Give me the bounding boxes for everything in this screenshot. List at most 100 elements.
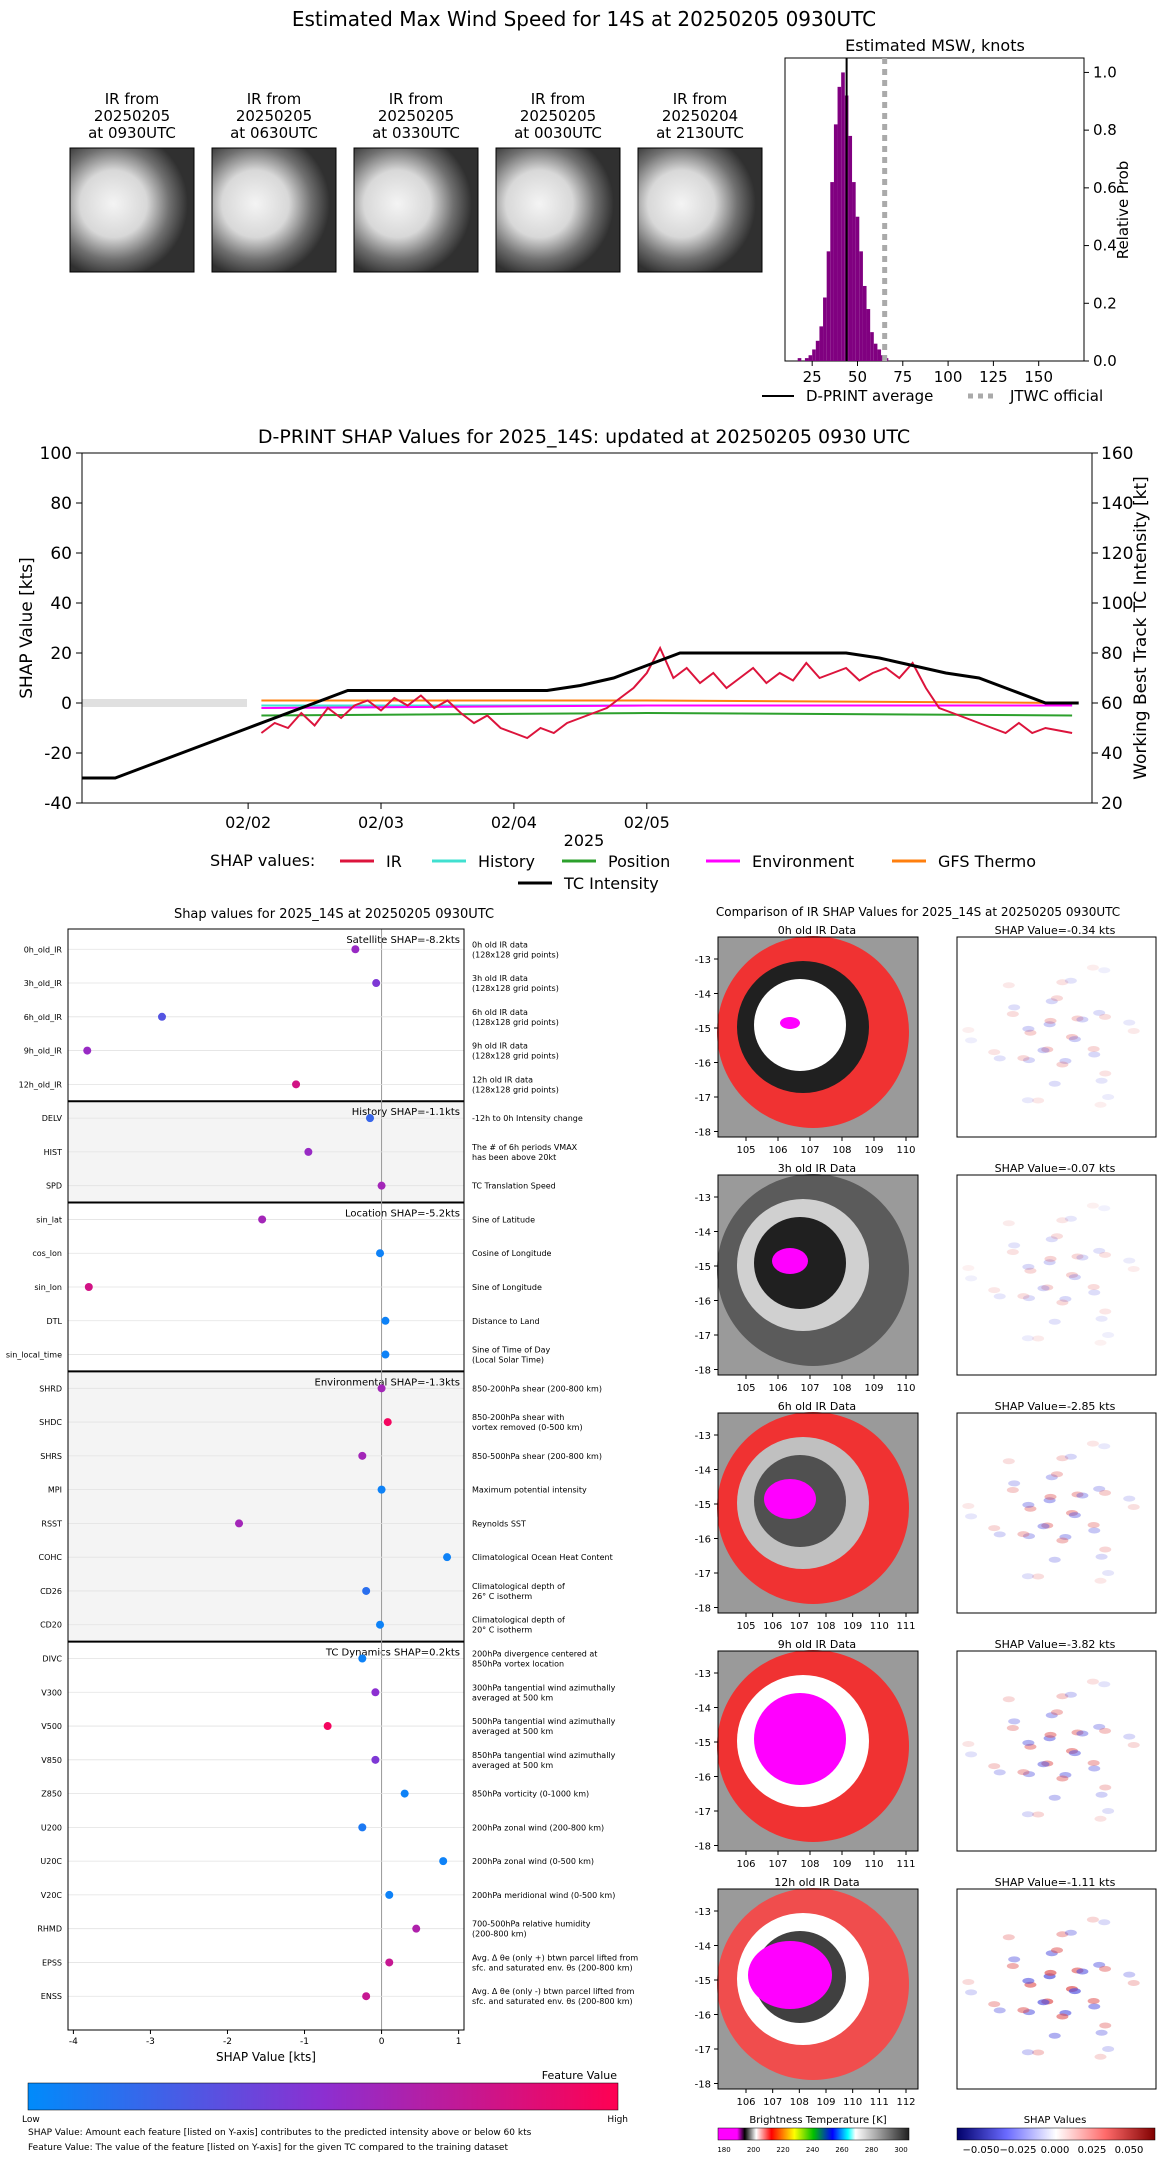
shap-dot-shrs [358,1451,367,1460]
colorbar-high-label: High [607,2115,628,2125]
ir-map-ytick-label: -14 [695,1704,711,1715]
shap-values-colorbar [956,2127,1156,2141]
ir-map-xtick-label: 106 [763,1621,782,1632]
shap-dot-epss [385,1958,394,1967]
shap-map-blob [1094,1815,1107,1822]
feature-name-shdc: SHDC [39,1418,62,1427]
ir-map-xtick-label: 107 [768,1859,787,1870]
shap-map-blob [1086,1202,1099,1209]
shap-map-blob [1076,1968,1089,1975]
ir-map-title: 9h old IR Data [778,1638,856,1651]
ir-map-ytick-label: -13 [695,1193,711,1204]
ir-map-ytick-label: -13 [695,1431,711,1442]
shap-map-blob [1037,1285,1050,1292]
ir-map-inner-core [754,979,846,1071]
shap-map-blob [1032,2049,1045,2056]
shap-map-blob [965,1513,978,1520]
shap-map-blob [1076,1016,1089,1023]
shap-map-blob [1064,1929,1077,1936]
shap-dot-0h_old_ir [351,945,360,954]
feature-desc: 200hPa meridional wind (0-500 km) [472,1891,615,1900]
ts-ytick-right-label: 20 [1101,794,1123,814]
shap-map-blob [1008,1004,1021,1011]
feature-desc-line1: Avg. Δ θe (only -) btwn parcel lifted fr… [472,1987,635,1996]
shap-map-blob [1051,1471,1063,1478]
ir-map-xtick-label: 110 [864,1859,883,1870]
feature-name-v850: V850 [41,1756,62,1765]
ir-thumb-image [353,147,479,273]
shap-map-blob [1102,1807,1115,1814]
shap-map-blob [993,1769,1006,1776]
shap-map-blob [1022,1977,1035,1984]
shap-map-blob [1127,1741,1140,1748]
feature-name-mpi: MPI [48,1486,62,1495]
ir-map-ytick-label: -13 [695,1907,711,1918]
ir-map-ytick-label: -18 [695,2080,711,2091]
msw-bar [833,124,838,361]
ts-ytick-left-label: 80 [50,494,72,514]
shap-dot-dtl [381,1316,390,1325]
feature-desc: -12h to 0h Intensity change [472,1114,583,1123]
msw-ytick-label: 0.2 [1093,294,1117,312]
msw-bar [848,135,853,361]
shap-map-blob [1123,1257,1136,1264]
feature-name-spd: SPD [46,1182,62,1191]
ts-ytick-right-label: 100 [1101,594,1133,614]
shap-map-blob [1068,1274,1081,1281]
shap-map-blob [1099,1251,1112,1258]
msw-bar [841,72,845,361]
ir-shap-row-0: 0h old IR Data -13 -14 -15 -16 -17 -18 105 106 10… [695,924,1157,1156]
ir-map-ytick-label: -13 [695,955,711,966]
ts-ytick-left-label: 0 [61,694,72,714]
feature-name-sin_lat: sin_lat [36,1215,62,1224]
feature-name-sin_lon: sin_lon [34,1283,62,1292]
feature-name-cd20: CD20 [40,1621,62,1630]
shap-map-blob [1045,1712,1058,1719]
ir-thumb-caption-line2: 20250205 [94,107,170,125]
shap-map-blob [1032,1335,1045,1342]
feature-desc-line1: Climatological depth of [472,1582,565,1591]
feature-desc-line2: sfc. and saturated env. θs (200-800 km) [472,1997,633,2006]
shap-map-blob [1088,1527,1101,1534]
ir-thumbnail-row: IR from 20250205 at 0930UTC IR from 2025… [69,90,763,273]
ir-map-ytick-label: -18 [695,1128,711,1139]
shap-map-blob [962,1265,975,1272]
shap-map-blob [1024,1743,1037,1750]
shap-map-blob [993,2007,1006,2014]
feature-name-delv: DELV [42,1114,63,1123]
shap-map-blob [1044,1731,1057,1738]
bt-tick-label: 240 [806,2146,819,2154]
feature-name-9h_old_ir: 9h_old_IR [24,1047,63,1056]
msw-xtick-label: 75 [893,368,912,386]
ir-map-xtick-label: 105 [736,1145,755,1156]
shap-map-blob [1017,1769,1030,1776]
msw-bar [837,86,842,361]
shap-map-blob [1048,2032,1061,2039]
shap-map-blob [1099,1546,1112,1553]
ir-map-cold-tops [756,1710,824,1764]
shap-map-blob [1123,1733,1136,1740]
feature-value-colorbar [27,2082,619,2111]
shap-map-blob [1127,1979,1140,1986]
ir-shap-row-1: 3h old IR Data -13 -14 -15 -16 -17 -18 105 106 10… [695,1162,1157,1394]
shap-map-panel [956,1412,1157,1614]
ir-map-xtick-label: 109 [832,1859,851,1870]
shap-map-blob [1006,1011,1019,1018]
shap-map-blob [1002,1220,1015,1227]
feature-desc-line1: 850-200hPa shear with [472,1413,564,1422]
feature-desc: Maximum potential intensity [472,1486,587,1495]
shap-map-blob [1037,1761,1050,1768]
shap-map-blob [1088,1051,1101,1058]
shap-map-blob [1102,1093,1115,1100]
ir-map-xtick-label: 105 [736,1621,755,1632]
ir-thumb-2: IR from 20250205 at 0330UTC [353,90,479,273]
ts-ytick-right-label: 80 [1101,644,1123,664]
ir-thumb-caption-line1: IR from [673,90,728,108]
shap-map-blob [1086,1678,1099,1685]
shap-dot-cd20 [376,1620,385,1629]
shap-map-blob [1064,1215,1077,1222]
shap-map-blob [1102,1569,1115,1576]
series-line-gfs-thermo [261,699,1073,704]
shap-map-blob [1099,1784,1112,1791]
feature-desc: Climatological Ocean Heat Content [472,1553,613,1562]
